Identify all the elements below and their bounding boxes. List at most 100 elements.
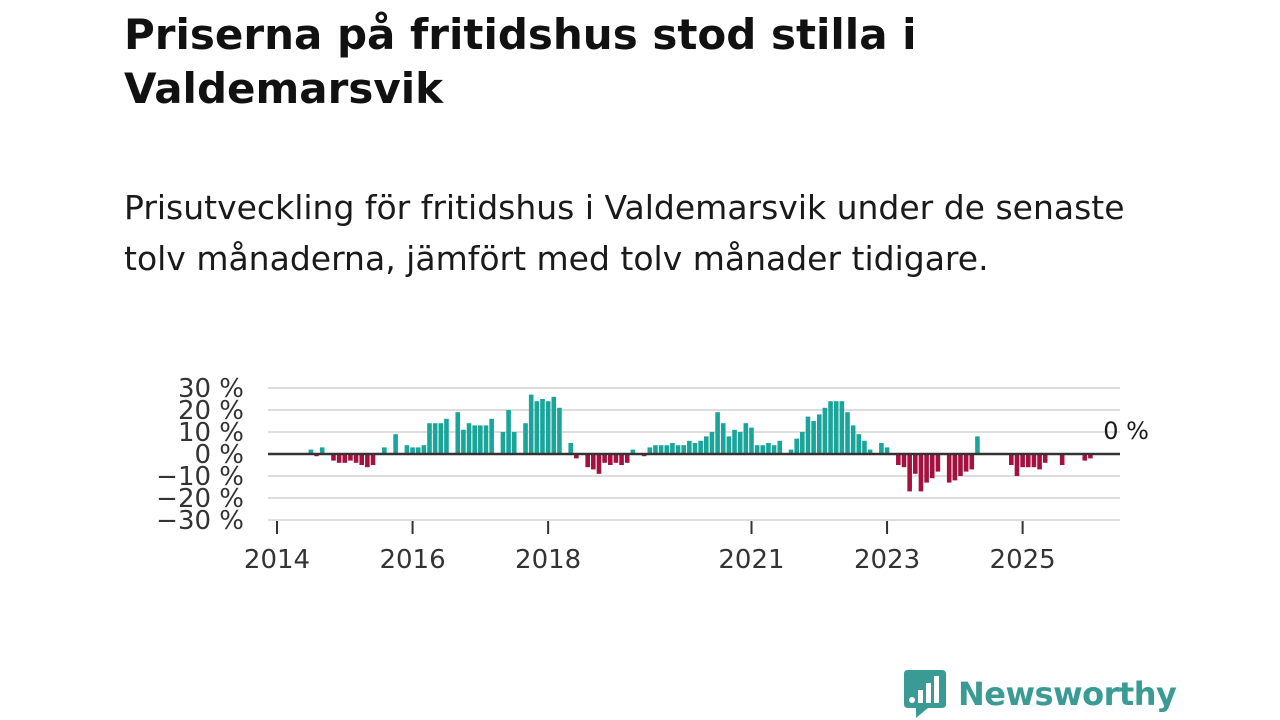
bar xyxy=(404,445,410,454)
bar xyxy=(1037,454,1042,470)
bar xyxy=(500,432,506,454)
y-tick-label: 10 % xyxy=(178,418,244,448)
bar xyxy=(461,429,466,454)
bar xyxy=(884,447,890,454)
bar xyxy=(528,394,534,454)
bar xyxy=(607,454,613,465)
bar xyxy=(828,401,833,454)
bar xyxy=(771,445,777,454)
y-tick-label: 0 % xyxy=(194,440,244,470)
bar xyxy=(410,447,415,454)
bar xyxy=(850,425,856,454)
bar xyxy=(737,432,743,454)
bar xyxy=(1042,454,1048,463)
bar xyxy=(670,443,675,454)
bar xyxy=(574,454,579,459)
bar xyxy=(811,421,816,454)
bar xyxy=(1020,454,1025,468)
bar xyxy=(709,432,715,454)
bar xyxy=(833,401,839,454)
bar xyxy=(698,440,703,454)
bar xyxy=(896,454,901,465)
bar xyxy=(907,454,912,492)
bar xyxy=(348,454,353,461)
bar xyxy=(1025,454,1031,468)
bar xyxy=(749,427,754,454)
bar xyxy=(1009,454,1014,465)
bar xyxy=(455,412,461,454)
bar xyxy=(540,399,545,454)
bar xyxy=(647,447,653,454)
bar xyxy=(704,436,709,454)
x-tick-label: 2016 xyxy=(379,545,445,575)
bar xyxy=(596,454,602,474)
y-tick-label: −20 % xyxy=(156,484,244,514)
bar xyxy=(777,440,783,454)
bars xyxy=(308,394,1093,492)
bar xyxy=(1082,454,1088,461)
bar xyxy=(687,440,692,454)
bar xyxy=(466,423,472,454)
bar xyxy=(1031,454,1037,468)
bar xyxy=(653,445,658,454)
bar xyxy=(726,436,732,454)
bar xyxy=(427,423,432,454)
bar xyxy=(901,454,907,468)
axes: 30 %20 %10 %0 %−10 %−20 %−30 %2014 2016 20… xyxy=(156,374,1149,575)
bar xyxy=(1014,454,1020,476)
newsworthy-chart-bubble-icon xyxy=(904,670,946,718)
y-tick-label: −10 % xyxy=(156,462,244,492)
bar xyxy=(743,423,749,454)
x-tick-label: 2025 xyxy=(990,545,1056,575)
bar xyxy=(935,454,941,472)
bar xyxy=(557,407,562,454)
bar xyxy=(613,454,619,463)
bar xyxy=(359,454,365,465)
bar xyxy=(551,396,557,454)
brand-name: Newsworthy xyxy=(958,675,1177,713)
bar xyxy=(913,454,918,474)
bar xyxy=(822,407,828,454)
bar xyxy=(421,445,427,454)
bar xyxy=(489,418,494,454)
bar xyxy=(924,454,929,483)
bar xyxy=(732,429,737,454)
bar xyxy=(805,416,811,454)
bar xyxy=(958,454,963,476)
bar xyxy=(585,454,590,468)
bar xyxy=(675,445,681,454)
chart-title: Priserna på fritidshus stod stilla i Val… xyxy=(124,10,917,113)
bar xyxy=(754,445,760,454)
bar xyxy=(624,454,630,463)
x-tick-label: 2018 xyxy=(515,545,581,575)
bar xyxy=(393,434,398,454)
chart-subtitle: Prisutveckling för fritidshus i Valdemar… xyxy=(124,188,1125,278)
bar xyxy=(308,449,314,454)
bar xyxy=(619,454,624,465)
bar xyxy=(511,432,517,454)
bar xyxy=(946,454,952,483)
bar xyxy=(415,447,421,454)
bar xyxy=(478,425,483,454)
bar xyxy=(856,434,862,454)
bar xyxy=(365,454,370,468)
bar xyxy=(760,445,766,454)
bar xyxy=(472,425,477,454)
bar xyxy=(630,449,636,454)
bar xyxy=(534,401,540,454)
bar xyxy=(483,425,489,454)
bar xyxy=(658,445,664,454)
bar xyxy=(444,418,449,454)
bar xyxy=(353,454,359,463)
bar xyxy=(692,443,698,454)
bar xyxy=(432,423,438,454)
bar xyxy=(382,447,387,454)
x-tick-label: 2021 xyxy=(718,545,784,575)
bar xyxy=(591,454,596,470)
bar xyxy=(918,454,924,492)
bar xyxy=(370,454,376,465)
bar xyxy=(845,412,850,454)
bar xyxy=(715,412,720,454)
bar xyxy=(506,410,511,454)
bar xyxy=(816,414,822,454)
